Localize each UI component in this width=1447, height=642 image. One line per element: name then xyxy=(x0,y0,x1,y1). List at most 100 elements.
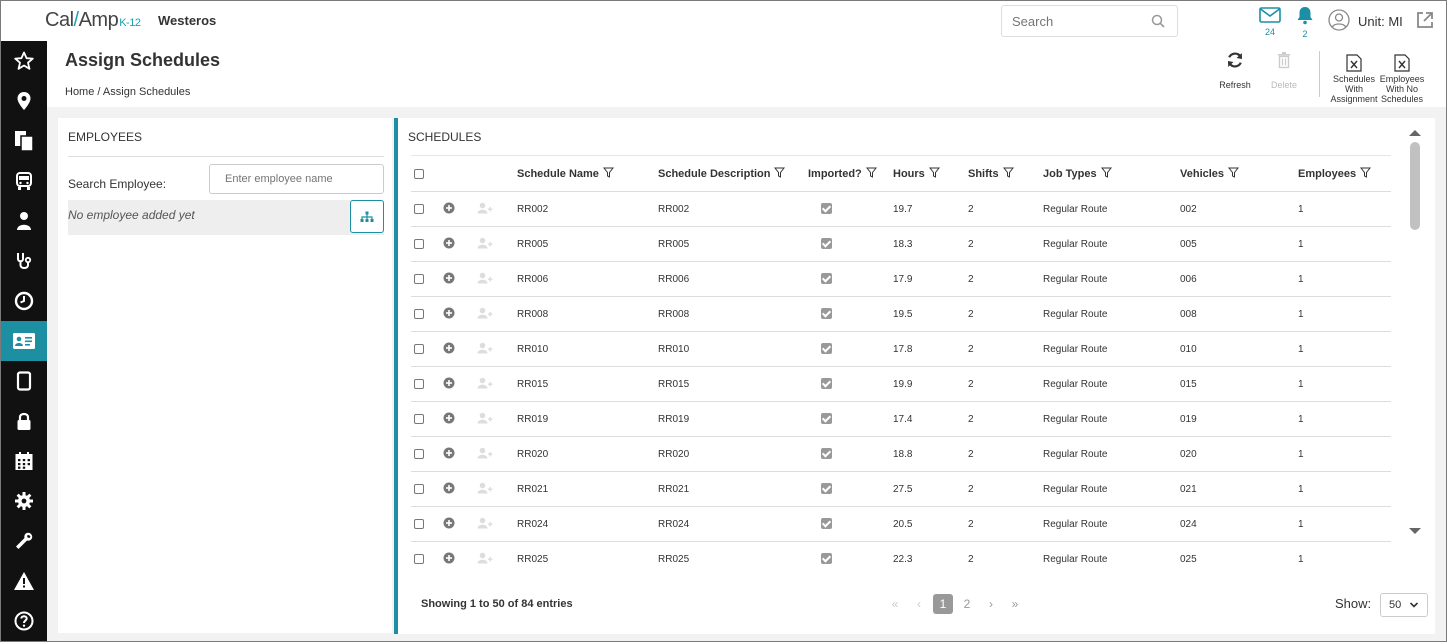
column-header-shifts[interactable]: Shifts xyxy=(968,155,1043,192)
sidebar-item-favorites[interactable] xyxy=(1,41,47,81)
column-header-job-types[interactable]: Job Types xyxy=(1043,155,1180,192)
refresh-button[interactable]: Refresh xyxy=(1217,51,1253,90)
calamp-logo[interactable]: Cal/AmpK-12 xyxy=(45,9,141,32)
row-assign-cell xyxy=(477,296,517,332)
org-hierarchy-button[interactable] xyxy=(350,200,384,233)
sidebar-item-time[interactable] xyxy=(1,281,47,321)
sidebar-item-employees[interactable] xyxy=(1,321,47,361)
filter-icon[interactable] xyxy=(602,167,614,181)
plus-circle-icon[interactable] xyxy=(443,552,455,564)
page-size-select[interactable]: 50 xyxy=(1380,593,1428,617)
row-checkbox[interactable] xyxy=(414,343,424,354)
export-employees-no-schedules-button[interactable]: Employees With No Schedules xyxy=(1378,54,1426,104)
add-user-icon[interactable] xyxy=(477,202,493,214)
add-user-icon[interactable] xyxy=(477,272,493,284)
plus-circle-icon[interactable] xyxy=(443,447,455,459)
sidebar-item-help[interactable] xyxy=(1,601,47,641)
user-menu[interactable]: Unit: MI xyxy=(1328,8,1403,32)
sidebar-item-tools[interactable] xyxy=(1,521,47,561)
select-all-checkbox[interactable] xyxy=(414,168,424,179)
row-checkbox[interactable] xyxy=(414,378,424,389)
add-user-icon[interactable] xyxy=(477,412,493,424)
table-row[interactable]: RR020 RR020 18.8 2 Regular Route 020 1 xyxy=(411,436,1391,472)
row-checkbox[interactable] xyxy=(414,413,424,424)
sidebar-item-vehicles[interactable] xyxy=(1,161,47,201)
table-row[interactable]: RR010 RR010 17.8 2 Regular Route 010 1 xyxy=(411,331,1391,367)
add-user-icon[interactable] xyxy=(477,237,493,249)
column-header-imported[interactable]: Imported? xyxy=(808,155,893,192)
sidebar-item-health[interactable] xyxy=(1,241,47,281)
row-checkbox[interactable] xyxy=(414,448,424,459)
export-schedules-with-assignment-button[interactable]: Schedules With Assignment xyxy=(1328,54,1380,104)
plus-circle-icon[interactable] xyxy=(443,202,455,214)
filter-icon[interactable] xyxy=(1002,167,1014,181)
sidebar-item-security[interactable] xyxy=(1,401,47,441)
column-header-employees[interactable]: Employees xyxy=(1298,155,1391,192)
add-user-icon[interactable] xyxy=(477,552,493,564)
last-page-icon[interactable]: » xyxy=(1011,597,1019,611)
table-row[interactable]: RR006 RR006 17.9 2 Regular Route 006 1 xyxy=(411,261,1391,297)
next-page-icon[interactable]: › xyxy=(989,597,993,611)
delete-button[interactable]: Delete xyxy=(1267,51,1301,90)
add-user-icon[interactable] xyxy=(477,482,493,494)
table-row[interactable]: RR005 RR005 18.3 2 Regular Route 005 1 xyxy=(411,226,1391,262)
table-row[interactable]: RR021 RR021 27.5 2 Regular Route 021 1 xyxy=(411,471,1391,507)
sidebar-item-students[interactable] xyxy=(1,201,47,241)
column-header-vehicles[interactable]: Vehicles xyxy=(1180,155,1298,192)
filter-icon[interactable] xyxy=(865,167,877,181)
plus-circle-icon[interactable] xyxy=(443,307,455,319)
plus-circle-icon[interactable] xyxy=(443,482,455,494)
table-row[interactable]: RR008 RR008 19.5 2 Regular Route 008 1 xyxy=(411,296,1391,332)
add-user-icon[interactable] xyxy=(477,342,493,354)
notifications-button[interactable]: 2 xyxy=(1293,5,1317,39)
column-header-schedule-description[interactable]: Schedule Description xyxy=(658,155,808,192)
plus-circle-icon[interactable] xyxy=(443,517,455,529)
plus-circle-icon[interactable] xyxy=(443,272,455,284)
messages-button[interactable]: 24 xyxy=(1258,7,1282,37)
row-checkbox[interactable] xyxy=(414,483,424,494)
prev-page-icon[interactable]: ‹ xyxy=(917,597,921,611)
row-checkbox[interactable] xyxy=(414,308,424,319)
table-scrollbar[interactable] xyxy=(1408,128,1422,578)
row-checkbox[interactable] xyxy=(414,273,424,284)
row-checkbox[interactable] xyxy=(414,238,424,249)
filter-icon[interactable] xyxy=(1228,167,1240,181)
column-header-schedule-name[interactable]: Schedule Name xyxy=(517,155,658,192)
row-checkbox[interactable] xyxy=(414,518,424,529)
external-link-icon[interactable] xyxy=(1415,10,1435,35)
table-row[interactable]: RR025 RR025 22.3 2 Regular Route 025 1 xyxy=(411,541,1391,575)
column-header-hours[interactable]: Hours xyxy=(893,155,968,192)
page-1-button[interactable]: 1 xyxy=(933,594,953,614)
filter-icon[interactable] xyxy=(928,167,940,181)
row-checkbox[interactable] xyxy=(414,203,424,214)
table-row[interactable]: RR019 RR019 17.4 2 Regular Route 019 1 xyxy=(411,401,1391,437)
sidebar-item-documents[interactable] xyxy=(1,121,47,161)
sidebar-item-settings[interactable] xyxy=(1,481,47,521)
add-user-icon[interactable] xyxy=(477,447,493,459)
table-row[interactable]: RR024 RR024 20.5 2 Regular Route 024 1 xyxy=(411,506,1391,542)
first-page-icon[interactable]: « xyxy=(891,597,899,611)
add-user-icon[interactable] xyxy=(477,377,493,389)
row-checkbox[interactable] xyxy=(414,553,424,564)
add-user-icon[interactable] xyxy=(477,517,493,529)
sidebar-item-devices[interactable] xyxy=(1,361,47,401)
plus-circle-icon[interactable] xyxy=(443,377,455,389)
page-2-button[interactable]: 2 xyxy=(963,597,971,611)
plus-circle-icon[interactable] xyxy=(443,412,455,424)
table-row[interactable]: RR002 RR002 19.7 2 Regular Route 002 1 xyxy=(411,191,1391,227)
filter-icon[interactable] xyxy=(1360,167,1372,181)
add-user-icon[interactable] xyxy=(477,307,493,319)
sidebar-item-calendar[interactable] xyxy=(1,441,47,481)
employee-search-input[interactable] xyxy=(209,164,384,194)
sidebar-item-alerts[interactable] xyxy=(1,561,47,601)
filter-icon[interactable] xyxy=(1100,167,1112,181)
scrollbar-thumb[interactable] xyxy=(1410,142,1420,230)
plus-circle-icon[interactable] xyxy=(443,237,455,249)
breadcrumb-home[interactable]: Home xyxy=(65,86,95,98)
search-icon[interactable] xyxy=(1151,14,1165,33)
filter-icon[interactable] xyxy=(774,167,786,181)
plus-circle-icon[interactable] xyxy=(443,342,455,354)
global-search-input[interactable] xyxy=(1002,6,1142,36)
sidebar-item-locations[interactable] xyxy=(1,81,47,121)
table-row[interactable]: RR015 RR015 19.9 2 Regular Route 015 1 xyxy=(411,366,1391,402)
